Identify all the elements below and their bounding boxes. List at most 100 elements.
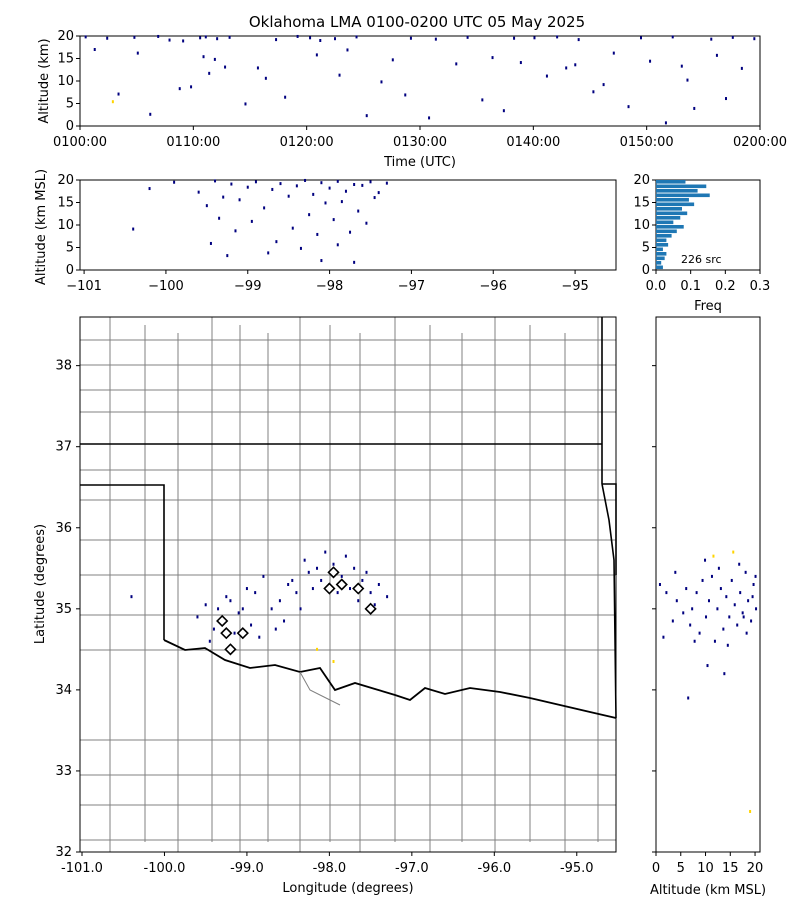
map-ylabel: Latitude (degrees) — [33, 524, 48, 644]
map-source-point — [225, 595, 228, 599]
lon-height-xtick-label: −97 — [398, 279, 425, 294]
time-height-xlabel: Time (UTC) — [383, 155, 456, 170]
time-height-point — [545, 74, 548, 78]
time-height-point — [715, 53, 718, 57]
time-height-xtick-label: 0200:00 — [733, 135, 787, 150]
lat-height-point — [742, 615, 745, 619]
lat-height-point — [744, 570, 747, 574]
lon-height-xtick-label: −100 — [148, 279, 184, 294]
lon-height-point — [304, 178, 307, 182]
lon-height-xtick-label: −95 — [561, 279, 588, 294]
lon-height-point — [344, 189, 347, 193]
time-height-point — [649, 59, 652, 63]
histogram-bar — [656, 220, 674, 225]
lat-height-point — [658, 583, 661, 586]
lon-height-point — [214, 179, 217, 183]
time-height-point — [334, 37, 336, 41]
map-source-point — [299, 607, 302, 611]
histogram-ytick-label: 10 — [633, 218, 650, 233]
time-height-point — [519, 61, 522, 65]
time-height-ytick-label: 15 — [57, 52, 74, 67]
map-source-point — [349, 587, 351, 591]
map-source-point — [353, 566, 356, 570]
time-height-xtick-label: 0110:00 — [166, 135, 220, 150]
lat-height-point — [707, 599, 710, 603]
time-height-xtick-label: 0120:00 — [280, 135, 334, 150]
map-ytick-label: 35 — [55, 602, 72, 617]
lon-height-point — [132, 227, 135, 231]
histogram-bar — [656, 184, 707, 189]
lat-height-point — [736, 623, 739, 627]
time-height-point — [157, 34, 160, 38]
time-height-point — [380, 80, 383, 84]
time-height-point — [627, 105, 630, 109]
lon-height-point — [353, 260, 356, 264]
map-station-marker — [323, 582, 336, 595]
time-height-point — [149, 112, 152, 116]
time-height-point — [296, 34, 299, 38]
lon-height-point — [373, 196, 376, 200]
time-height-point — [284, 95, 287, 99]
time-height-point — [466, 35, 469, 39]
time-height-point — [264, 76, 267, 80]
lon-height-xtick-label: −96 — [480, 279, 507, 294]
time-height-point — [111, 100, 114, 104]
map-station-marker — [220, 627, 233, 640]
histogram-bar — [656, 243, 669, 247]
time-height-point — [491, 56, 494, 60]
lon-height-point — [263, 206, 266, 210]
map-source-point — [311, 587, 314, 591]
map-source-point — [332, 562, 335, 566]
lon-height-point — [365, 221, 368, 225]
lat-height-point — [712, 554, 715, 558]
lon-height-point — [353, 183, 356, 186]
map-ytick-label: 36 — [55, 521, 72, 536]
time-height-ylabel: Altitude (km) — [37, 38, 52, 123]
time-height-point — [513, 36, 516, 40]
lon-height-point — [209, 241, 212, 245]
lat-height-point — [706, 664, 709, 668]
time-height-point — [338, 73, 341, 77]
map-source-point — [316, 566, 319, 570]
map-source-point — [217, 607, 220, 611]
time-height-point — [315, 53, 318, 57]
lon-height-point — [148, 187, 151, 191]
lat-height-point — [675, 599, 678, 603]
time-height-point — [556, 35, 559, 39]
time-height-point — [244, 102, 247, 106]
lon-height-point — [218, 216, 221, 220]
time-height-xtick-label: 0140:00 — [506, 135, 560, 150]
histogram-ytick-label: 15 — [633, 196, 650, 211]
time-height-point — [686, 78, 689, 82]
map-source-point — [241, 607, 244, 611]
lon-height-panel: 0 5 10 15 20 −101 −100 −99 −98 −97 −96 −95 Altitude… — [34, 169, 617, 294]
lat-height-point — [730, 578, 733, 582]
map-source-point — [361, 578, 364, 582]
time-height-point — [168, 38, 171, 42]
time-height-point — [319, 39, 322, 42]
time-height-point — [136, 51, 139, 55]
lon-height-point — [279, 182, 282, 186]
map-station-marker — [216, 614, 229, 628]
time-height-point — [182, 39, 185, 43]
map-source-point — [287, 583, 290, 586]
map-source-point — [130, 595, 133, 599]
histogram-panel: 0 5 10 15 20 0.0 0.1 0.2 0.3 226 src Freq — [633, 173, 770, 314]
time-height-point — [640, 36, 642, 40]
state-border-red-river — [163, 639, 617, 719]
map-source-point — [336, 591, 339, 595]
map-source-point — [320, 578, 323, 582]
lat-height-xtick-label: 15 — [722, 861, 739, 876]
histogram-bar — [656, 189, 698, 193]
time-height-point — [404, 93, 407, 97]
lat-height-point — [687, 696, 690, 700]
lon-height-point — [340, 200, 343, 204]
map-source-point — [332, 660, 335, 664]
time-height-point — [592, 90, 595, 94]
map-xtick-label: -97.0 — [395, 861, 429, 876]
map-frame — [79, 316, 617, 853]
map-source-point — [373, 603, 376, 607]
lat-height-xtick-label: 0 — [652, 861, 660, 876]
histogram-source-count: 226 src — [681, 253, 722, 266]
